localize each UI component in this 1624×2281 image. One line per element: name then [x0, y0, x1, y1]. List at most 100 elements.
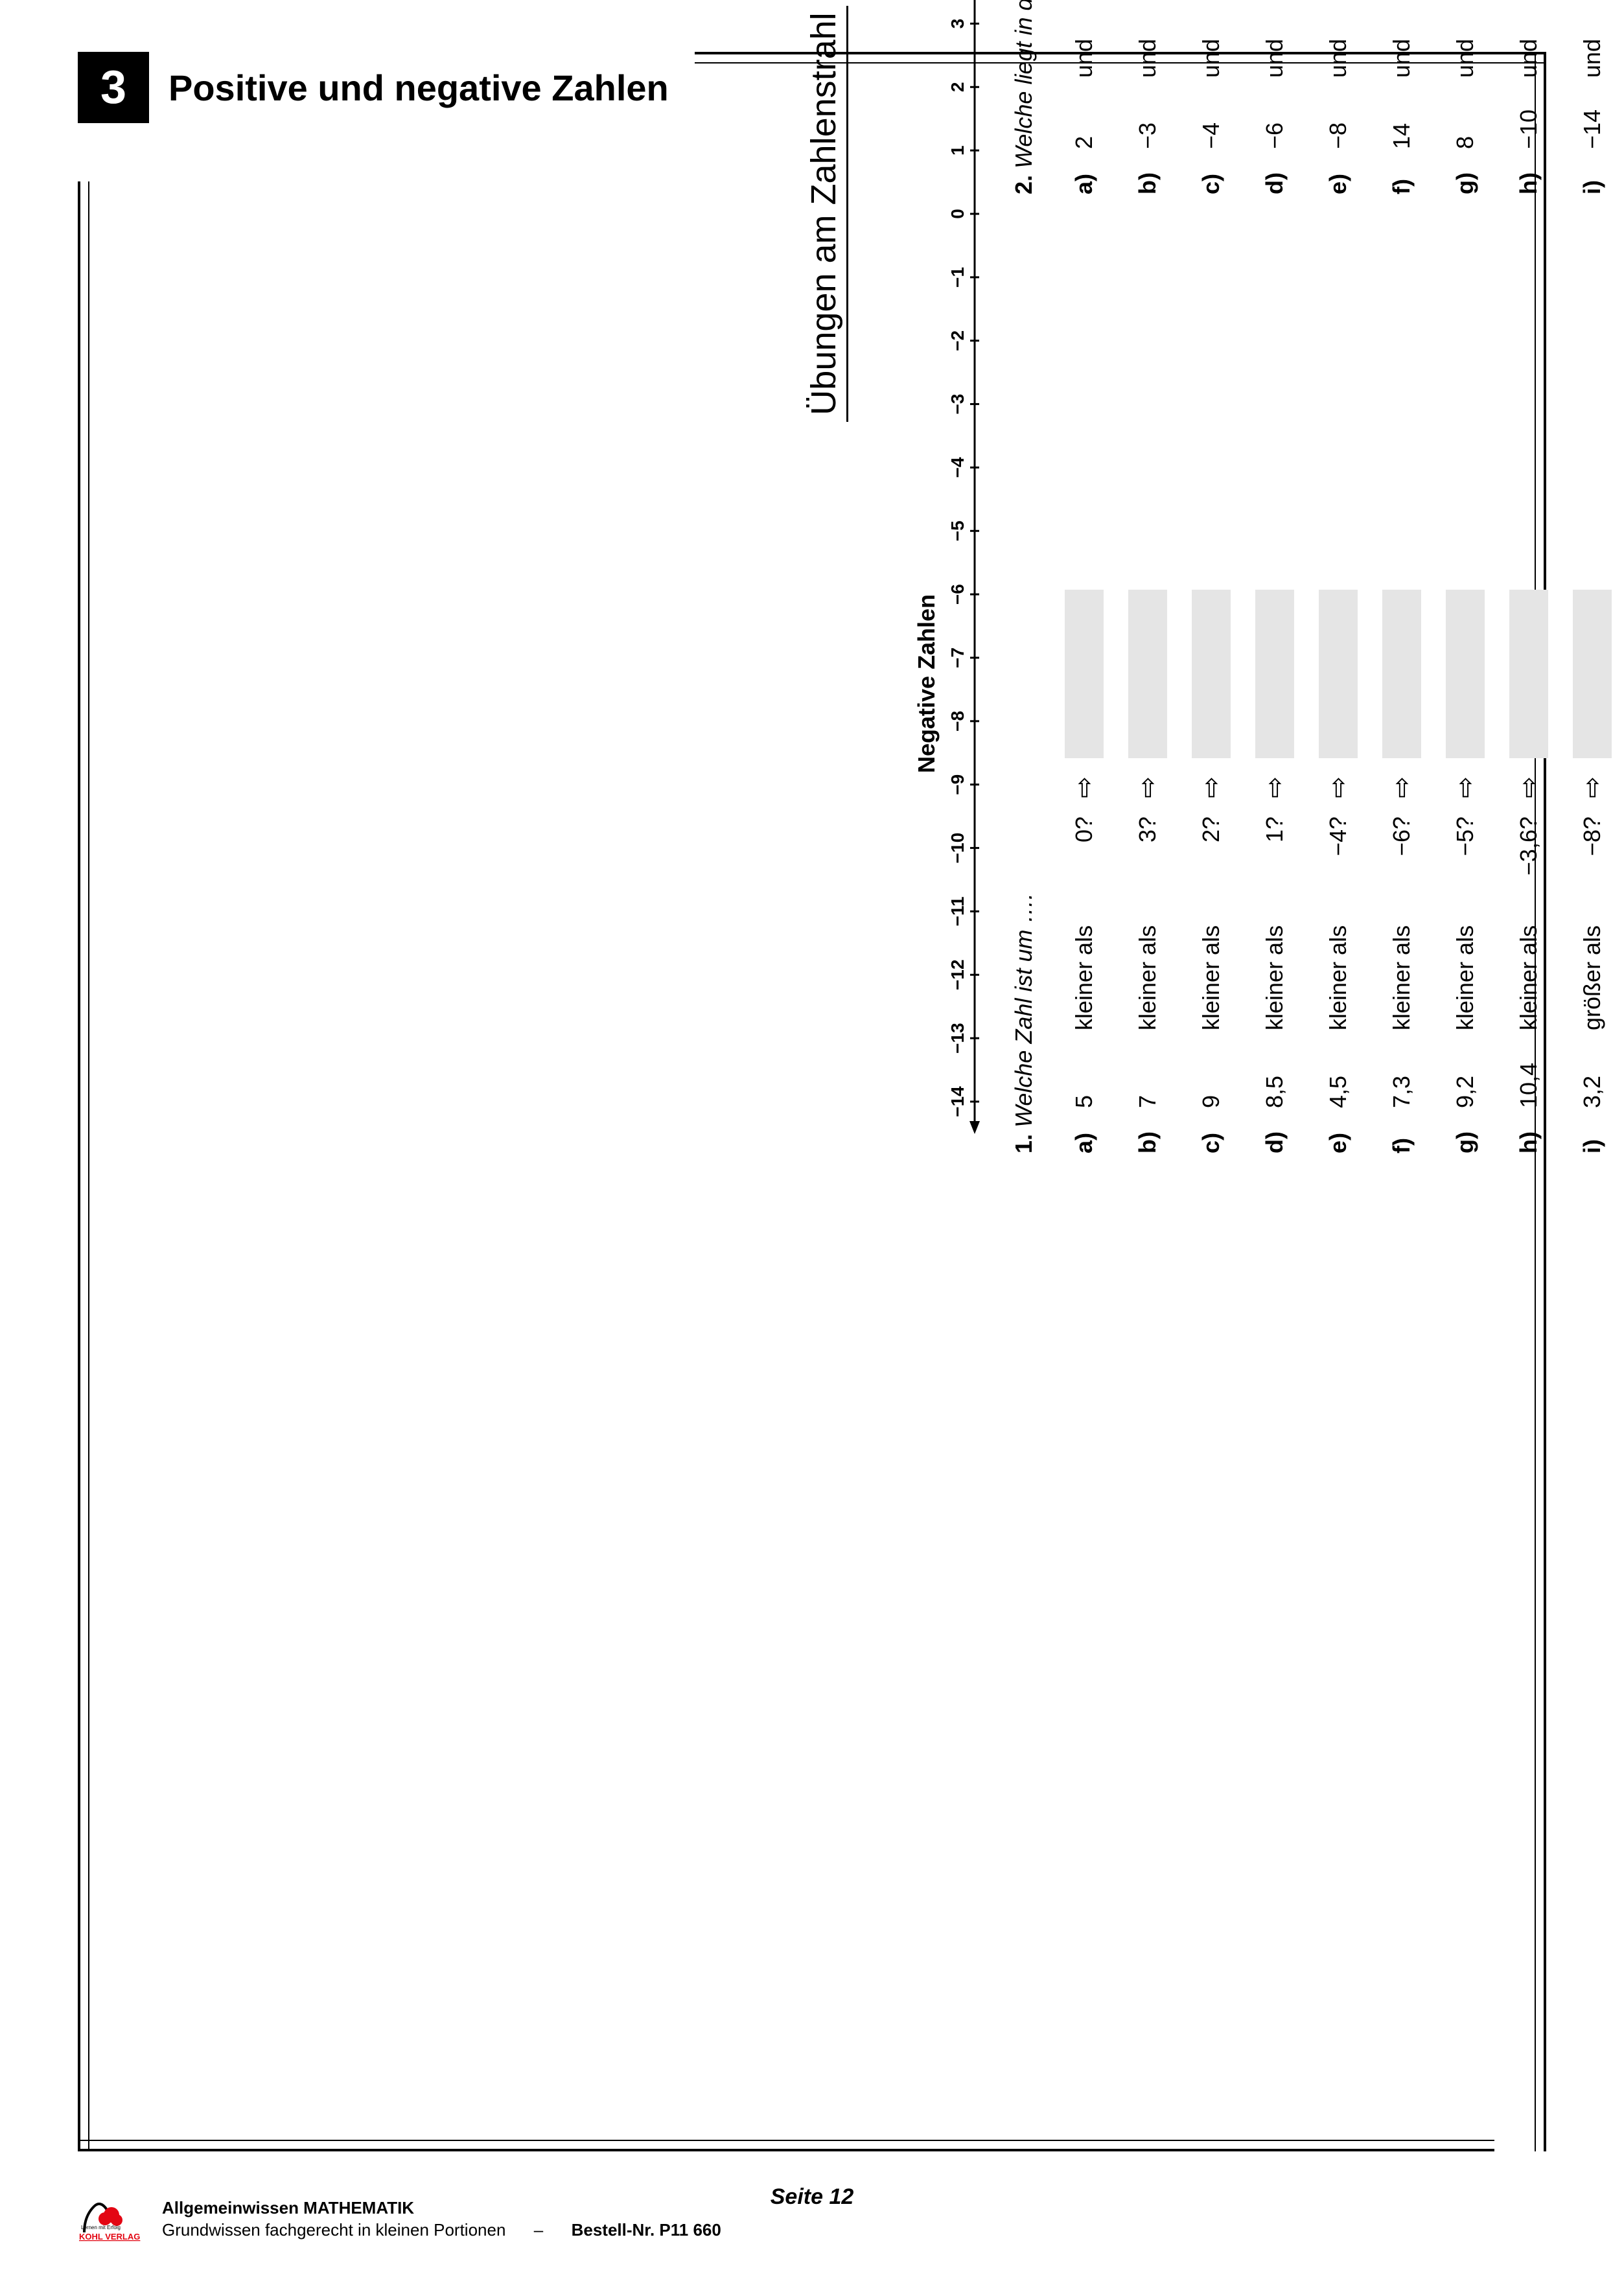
answer-blank[interactable] — [1065, 590, 1104, 758]
q2-row: e) −8 und −13? ⇨ — [1317, 0, 1359, 194]
arrow-icon: ⇨ — [1069, 771, 1099, 804]
row-value-1: 2 — [1071, 91, 1098, 149]
row-value-1: 14 — [1388, 91, 1415, 149]
answer-blank[interactable] — [1255, 590, 1294, 758]
svg-text:2: 2 — [947, 82, 968, 92]
row-value-2: −12? — [1452, 0, 1479, 6]
answer-blank[interactable] — [1128, 590, 1167, 758]
svg-text:Lernen mit Erfolg: Lernen mit Erfolg — [81, 2225, 121, 2230]
answer-blank[interactable] — [1446, 590, 1485, 758]
answer-blank[interactable] — [1509, 590, 1548, 758]
number-line: Negative Zahlen Positive Zahlen −14−13−1… — [881, 0, 971, 1153]
answer-blank[interactable] — [1319, 590, 1358, 758]
row-label: f) — [1388, 1121, 1415, 1153]
exercise-2: 2. Welche liegt in der Mitte zwischen … … — [1010, 0, 1624, 194]
svg-text:−9: −9 — [947, 774, 968, 795]
q2-row: f) 14 und −6? ⇨ — [1381, 0, 1422, 194]
row-und: und — [1261, 19, 1288, 78]
q2-num: 2. — [1010, 175, 1037, 194]
row-und: und — [1198, 19, 1225, 78]
svg-text:−5: −5 — [947, 520, 968, 541]
svg-text:−11: −11 — [947, 896, 968, 926]
svg-text:KOHL VERLAG: KOHL VERLAG — [79, 2232, 140, 2241]
q1-row: e) 4,5 kleiner als −4? ⇨ — [1317, 233, 1359, 1153]
row-label: c) — [1198, 162, 1225, 194]
row-value-2: −8? — [1579, 816, 1606, 888]
svg-text:−13: −13 — [947, 1023, 968, 1054]
border-left — [78, 181, 80, 2151]
row-label: g) — [1452, 162, 1479, 194]
row-value-2: 1? — [1261, 816, 1288, 888]
q2-row: i) −14 und 12? ⇨ — [1572, 0, 1613, 194]
row-operator: kleiner als — [1261, 901, 1288, 1030]
row-label: a) — [1071, 162, 1098, 194]
row-value-1: 5 — [1071, 1043, 1098, 1108]
row-value-1: −10 — [1515, 91, 1542, 149]
answer-blank[interactable] — [1192, 590, 1231, 758]
q2-row: h) −10 und 8? ⇨ — [1508, 0, 1549, 194]
arrow-icon: ⇨ — [1577, 771, 1607, 804]
row-und: und — [1515, 19, 1542, 78]
row-value-1: −8 — [1325, 91, 1352, 149]
q2-row: a) 2 und −2? ⇨ — [1063, 0, 1105, 194]
q1-row: f) 7,3 kleiner als −6? ⇨ — [1381, 233, 1422, 1153]
row-operator: kleiner als — [1388, 901, 1415, 1030]
q2-row: b) −3 und −7? ⇨ — [1127, 0, 1168, 194]
page-frame: 3 Positive und negative Zahlen Übungen a… — [78, 52, 1546, 2151]
row-value-2: 2? — [1198, 816, 1225, 888]
q1-row: i) 3,2 größer als −8? ⇨ — [1572, 233, 1613, 1153]
worksheet-body: Übungen am Zahlenstrahl Negative Zahlen … — [804, 0, 1624, 1153]
svg-text:−6: −6 — [947, 584, 968, 605]
row-label: h) — [1515, 1121, 1542, 1153]
q1-title: 1. Welche Zahl ist um …. — [1010, 233, 1038, 1153]
row-value-2: −13? — [1325, 0, 1352, 6]
row-label: c) — [1198, 1121, 1225, 1153]
row-value-2: −6? — [1388, 0, 1415, 6]
row-und: und — [1071, 19, 1098, 78]
row-label: e) — [1325, 1121, 1352, 1153]
svg-text:−10: −10 — [947, 833, 968, 864]
svg-text:−12: −12 — [947, 960, 968, 991]
neg-label: Negative Zahlen — [913, 214, 940, 1153]
svg-text:−8: −8 — [947, 711, 968, 732]
q2-row: c) −4 und −14? ⇨ — [1190, 0, 1232, 194]
q1-row: b) 7 kleiner als 3? ⇨ — [1127, 233, 1168, 1153]
row-value-1: 10,4 — [1515, 1043, 1542, 1108]
row-value-2: −3,6? — [1515, 816, 1542, 888]
answer-blank[interactable] — [1573, 590, 1612, 758]
q1-row: g) 9,2 kleiner als −5? ⇨ — [1444, 233, 1486, 1153]
row-label: i) — [1579, 162, 1606, 194]
row-operator: kleiner als — [1134, 901, 1161, 1030]
border-bottom — [78, 2149, 1494, 2151]
arrow-icon: ⇨ — [1514, 771, 1544, 804]
q1-text: Welche Zahl ist um …. — [1010, 894, 1037, 1128]
q2-row: g) 8 und −12? ⇨ — [1444, 0, 1486, 194]
row-label: b) — [1134, 1121, 1161, 1153]
row-label: d) — [1261, 162, 1288, 194]
row-operator: größer als — [1579, 901, 1606, 1030]
row-value-2: 3? — [1134, 816, 1161, 888]
row-value-1: −14 — [1579, 91, 1606, 149]
exercise-1: 1. Welche Zahl ist um …. a) 5 kleiner al… — [1010, 233, 1624, 1153]
row-value-2: 0? — [1071, 816, 1098, 888]
arrow-icon: ⇨ — [1260, 771, 1290, 804]
arrow-icon: ⇨ — [1387, 771, 1417, 804]
row-und: und — [1134, 19, 1161, 78]
row-value-1: −6 — [1261, 91, 1288, 149]
row-und: und — [1325, 19, 1352, 78]
chapter-number-box: 3 — [78, 52, 149, 123]
svg-text:−7: −7 — [947, 647, 968, 668]
row-value-2: −2? — [1071, 0, 1098, 6]
q1-row: a) 5 kleiner als 0? ⇨ — [1063, 233, 1105, 1153]
answer-blank[interactable] — [1382, 590, 1421, 758]
row-und: und — [1452, 19, 1479, 78]
row-und: und — [1388, 19, 1415, 78]
row-value-1: 8 — [1452, 91, 1479, 149]
svg-text:3: 3 — [947, 19, 968, 29]
svg-text:1: 1 — [947, 145, 968, 156]
row-value-2: 8? — [1515, 0, 1542, 6]
row-label: f) — [1388, 162, 1415, 194]
arrow-icon: ⇨ — [1196, 771, 1226, 804]
pos-label: Positive Zahlen — [913, 0, 940, 214]
svg-text:−4: −4 — [947, 457, 968, 478]
